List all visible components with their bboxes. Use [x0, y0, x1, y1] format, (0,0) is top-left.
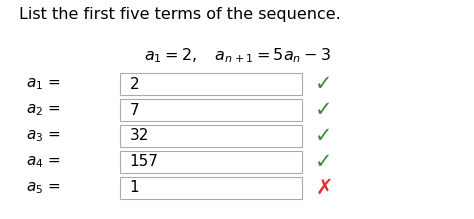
Text: 2: 2: [129, 77, 139, 92]
FancyBboxPatch shape: [120, 151, 302, 173]
Text: ✓: ✓: [315, 74, 333, 94]
FancyBboxPatch shape: [120, 125, 302, 147]
Text: List the first five terms of the sequence.: List the first five terms of the sequenc…: [19, 7, 341, 21]
Text: ✓: ✓: [315, 126, 333, 146]
Text: ✓: ✓: [315, 100, 333, 120]
Text: $a_1 = 2, \quad a_{n+1} = 5a_n - 3$: $a_1 = 2, \quad a_{n+1} = 5a_n - 3$: [144, 46, 330, 65]
Text: ✗: ✗: [315, 178, 333, 198]
Text: ✓: ✓: [315, 152, 333, 172]
FancyBboxPatch shape: [120, 74, 302, 95]
FancyBboxPatch shape: [120, 177, 302, 198]
Text: $a_4$ =: $a_4$ =: [26, 154, 61, 170]
Text: $a_1$ =: $a_1$ =: [26, 76, 61, 92]
Text: $a_5$ =: $a_5$ =: [26, 180, 61, 196]
Text: 32: 32: [129, 129, 149, 143]
Text: 1: 1: [129, 180, 139, 195]
Text: 157: 157: [129, 154, 158, 169]
FancyBboxPatch shape: [120, 99, 302, 121]
Text: 7: 7: [129, 103, 139, 118]
Text: $a_3$ =: $a_3$ =: [26, 128, 61, 144]
Text: $a_2$ =: $a_2$ =: [26, 102, 61, 118]
